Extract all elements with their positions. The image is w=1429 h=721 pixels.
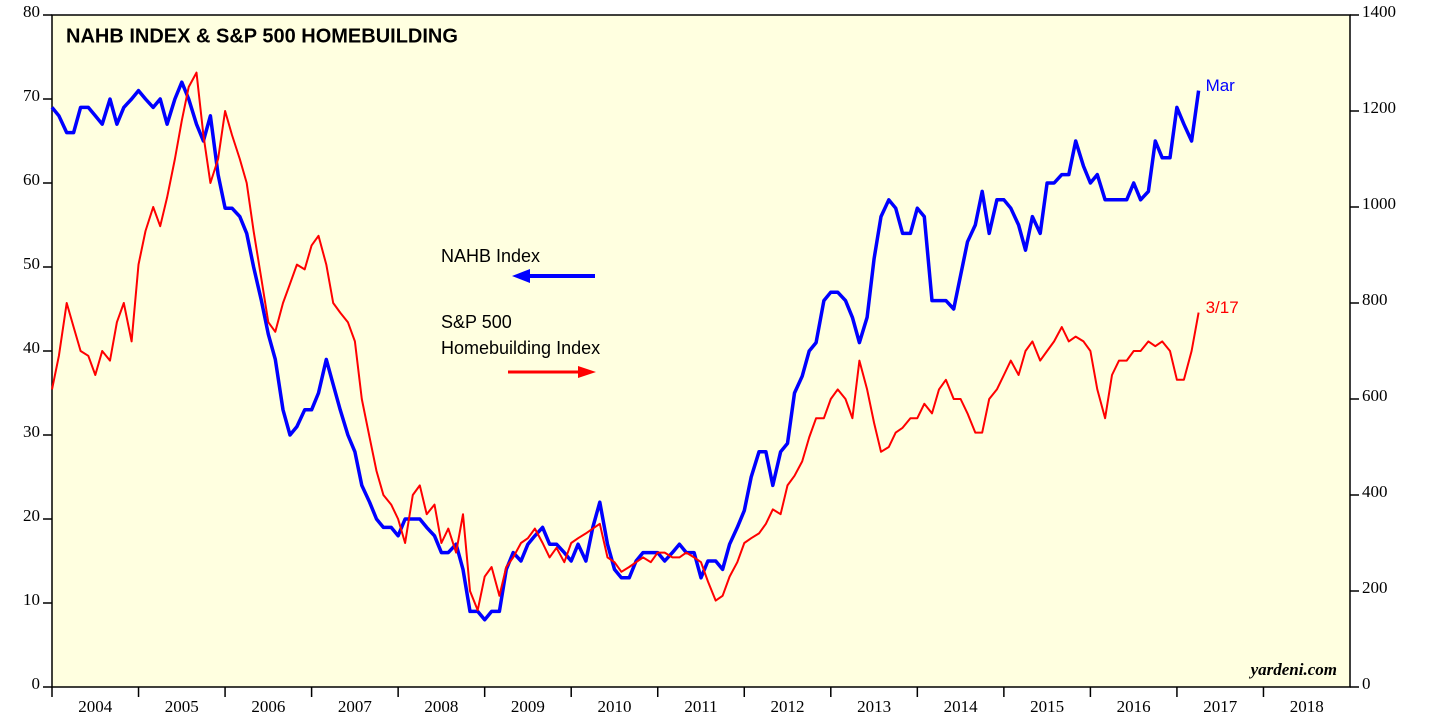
x-tick-label: 2004 bbox=[78, 697, 113, 716]
series-label: NAHB Index bbox=[441, 246, 541, 266]
x-tick-label: 2008 bbox=[424, 697, 458, 716]
x-tick-label: 2017 bbox=[1203, 697, 1238, 716]
x-tick-label: 2011 bbox=[684, 697, 717, 716]
x-tick-label: 2013 bbox=[857, 697, 891, 716]
end-label: 3/17 bbox=[1206, 298, 1239, 317]
y2-tick-label: 600 bbox=[1362, 386, 1388, 405]
series-line bbox=[51, 71, 1200, 612]
y-tick-label: 70 bbox=[23, 86, 40, 105]
x-tick-label: 2005 bbox=[165, 697, 199, 716]
y2-tick-label: 1000 bbox=[1362, 194, 1396, 213]
x-tick-label: 2010 bbox=[597, 697, 631, 716]
arrowhead bbox=[512, 269, 530, 283]
series-label: S&P 500 Homebuilding Index bbox=[441, 312, 601, 358]
y-tick-label: 40 bbox=[23, 338, 40, 357]
y-tick-label: 60 bbox=[23, 170, 40, 189]
chart-title: NAHB INDEX & S&P 500 HOMEBUILDING bbox=[66, 25, 458, 47]
y-tick-label: 10 bbox=[23, 590, 40, 609]
x-tick-label: 2009 bbox=[511, 697, 545, 716]
y2-tick-label: 800 bbox=[1362, 290, 1388, 309]
y-tick-label: 30 bbox=[23, 422, 40, 441]
y2-tick-label: 1200 bbox=[1362, 98, 1396, 117]
end-label: Mar bbox=[1206, 76, 1236, 95]
x-tick-label: 2014 bbox=[944, 697, 979, 716]
x-tick-label: 2015 bbox=[1030, 697, 1064, 716]
y-tick-label: 80 bbox=[23, 2, 40, 21]
x-tick-label: 2018 bbox=[1290, 697, 1324, 716]
x-tick-label: 2012 bbox=[771, 697, 805, 716]
x-tick-label: 2016 bbox=[1117, 697, 1151, 716]
y-tick-label: 0 bbox=[32, 674, 41, 693]
arrowhead bbox=[578, 366, 596, 378]
x-tick-label: 2006 bbox=[251, 697, 285, 716]
x-tick-label: 2007 bbox=[338, 697, 373, 716]
plot-area bbox=[51, 14, 1351, 688]
y2-tick-label: 200 bbox=[1362, 578, 1388, 597]
source: yardeni.com bbox=[1249, 660, 1337, 679]
y2-tick-label: 400 bbox=[1362, 482, 1388, 501]
series-line bbox=[50, 80, 1201, 622]
y2-tick-label: 0 bbox=[1362, 674, 1371, 693]
y-tick-label: 50 bbox=[23, 254, 40, 273]
y-tick-label: 20 bbox=[23, 506, 40, 525]
y2-tick-label: 1400 bbox=[1362, 2, 1396, 21]
